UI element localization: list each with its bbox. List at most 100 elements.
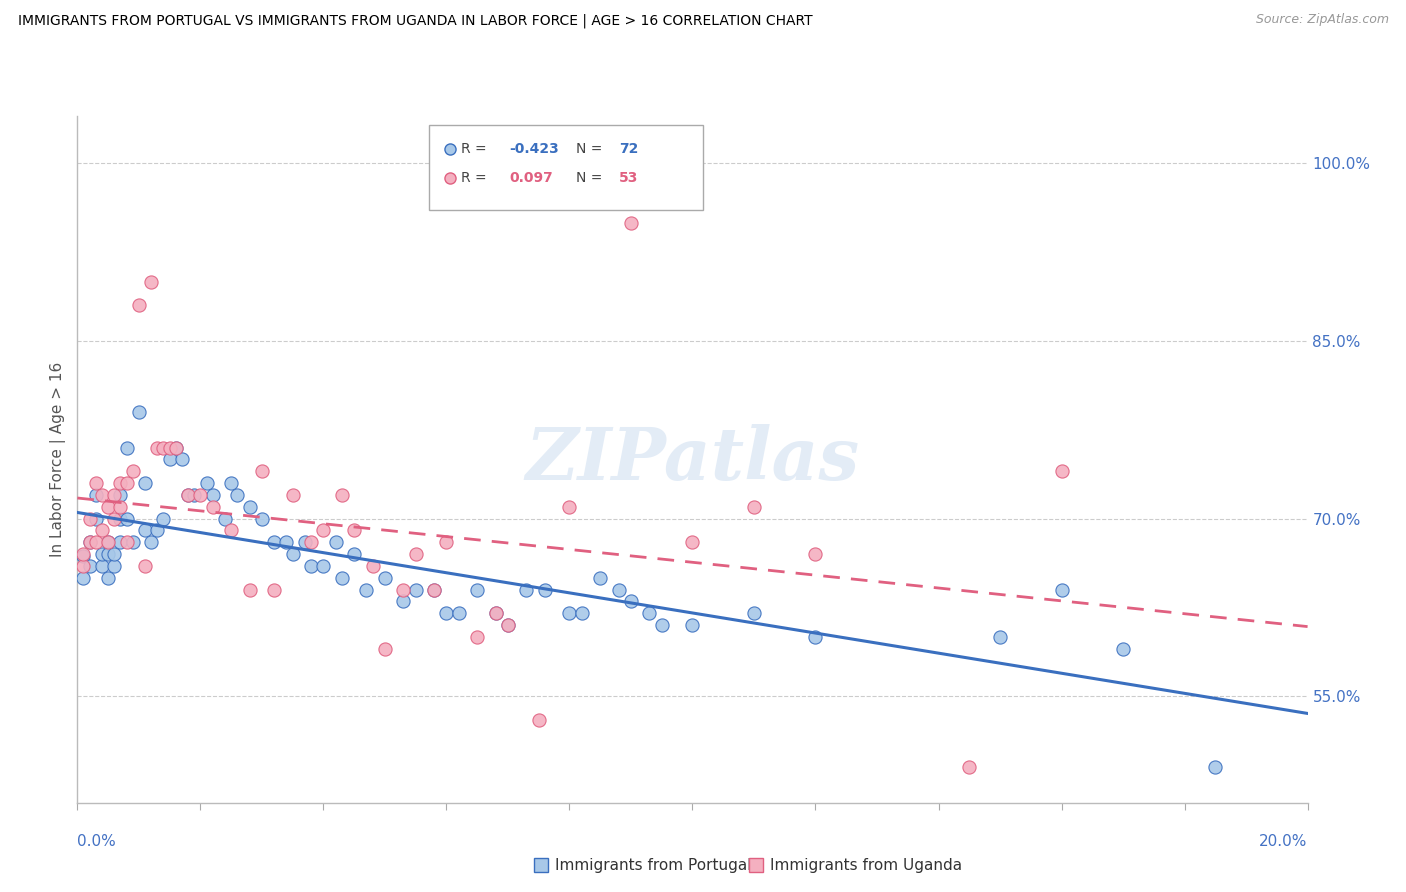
- Point: [405, 582, 427, 597]
- Point: [214, 511, 236, 525]
- Text: Source: ZipAtlas.com: Source: ZipAtlas.com: [1256, 13, 1389, 27]
- Point: [436, 535, 458, 549]
- Text: -0.423: -0.423: [509, 142, 558, 156]
- Point: [115, 535, 138, 549]
- Point: [465, 630, 488, 644]
- Point: [110, 500, 132, 514]
- Point: [146, 524, 169, 538]
- Point: [226, 488, 249, 502]
- Point: [804, 630, 827, 644]
- Point: [103, 547, 125, 561]
- Point: [330, 571, 353, 585]
- Point: [682, 618, 704, 632]
- Point: [281, 547, 304, 561]
- Point: [447, 607, 470, 621]
- Point: [165, 441, 187, 455]
- Point: [620, 594, 643, 608]
- Point: [72, 547, 94, 561]
- Point: [84, 535, 107, 549]
- Text: 20.0%: 20.0%: [1260, 834, 1308, 849]
- Point: [103, 511, 125, 525]
- Point: [72, 571, 94, 585]
- Point: [110, 488, 132, 502]
- Point: [988, 630, 1011, 644]
- Point: [188, 488, 212, 502]
- Point: [110, 476, 132, 491]
- Text: R =: R =: [461, 142, 491, 156]
- Point: [121, 464, 143, 478]
- Point: [146, 441, 169, 455]
- Point: [392, 582, 415, 597]
- Point: [312, 524, 335, 538]
- Point: [294, 535, 316, 549]
- Point: [103, 558, 125, 573]
- Point: [90, 488, 114, 502]
- Point: [72, 549, 94, 564]
- Text: Immigrants from Portugal: Immigrants from Portugal: [555, 858, 752, 872]
- Point: [90, 524, 114, 538]
- Point: [299, 535, 322, 549]
- Point: [250, 464, 273, 478]
- Point: [115, 476, 138, 491]
- Point: [79, 535, 101, 549]
- Point: [957, 760, 980, 774]
- Point: [682, 535, 704, 549]
- Point: [90, 547, 114, 561]
- Point: [496, 618, 519, 632]
- Point: [1112, 641, 1135, 656]
- Point: [79, 558, 101, 573]
- Point: [219, 524, 242, 538]
- Text: N =: N =: [576, 171, 607, 186]
- Point: [374, 571, 396, 585]
- Point: [90, 558, 114, 573]
- Point: [141, 535, 163, 549]
- Point: [79, 535, 101, 549]
- Point: [742, 607, 765, 621]
- Point: [558, 607, 581, 621]
- Text: 0.0%: 0.0%: [77, 834, 117, 849]
- Point: [527, 713, 550, 727]
- Point: [201, 500, 224, 514]
- Point: [121, 535, 143, 549]
- Point: [1204, 760, 1226, 774]
- Point: [201, 488, 224, 502]
- Point: [515, 582, 537, 597]
- Point: [299, 558, 322, 573]
- Text: IMMIGRANTS FROM PORTUGAL VS IMMIGRANTS FROM UGANDA IN LABOR FORCE | AGE > 16 COR: IMMIGRANTS FROM PORTUGAL VS IMMIGRANTS F…: [18, 13, 813, 28]
- Point: [423, 582, 446, 597]
- Point: [436, 607, 458, 621]
- Point: [134, 558, 156, 573]
- Point: [128, 298, 150, 312]
- Point: [152, 441, 174, 455]
- Point: [392, 594, 415, 608]
- Point: [239, 582, 262, 597]
- Point: [1050, 464, 1073, 478]
- Point: [115, 441, 138, 455]
- Point: [571, 607, 593, 621]
- Text: 72: 72: [619, 142, 638, 156]
- Point: [607, 582, 630, 597]
- Point: [281, 488, 304, 502]
- Point: [1050, 582, 1073, 597]
- Point: [361, 558, 384, 573]
- Point: [97, 500, 120, 514]
- Point: [115, 511, 138, 525]
- Point: [159, 452, 181, 467]
- Point: [110, 535, 132, 549]
- Point: [276, 535, 298, 549]
- Point: [97, 535, 120, 549]
- Point: [651, 618, 673, 632]
- Point: [177, 488, 200, 502]
- Point: [97, 547, 120, 561]
- Point: [159, 441, 181, 455]
- Point: [165, 441, 187, 455]
- Point: [239, 500, 262, 514]
- Point: [423, 582, 446, 597]
- Point: [177, 488, 200, 502]
- Point: [589, 571, 612, 585]
- Text: R =: R =: [461, 171, 491, 186]
- Point: [558, 500, 581, 514]
- Point: [195, 476, 218, 491]
- Point: [263, 582, 285, 597]
- Text: Immigrants from Uganda: Immigrants from Uganda: [770, 858, 963, 872]
